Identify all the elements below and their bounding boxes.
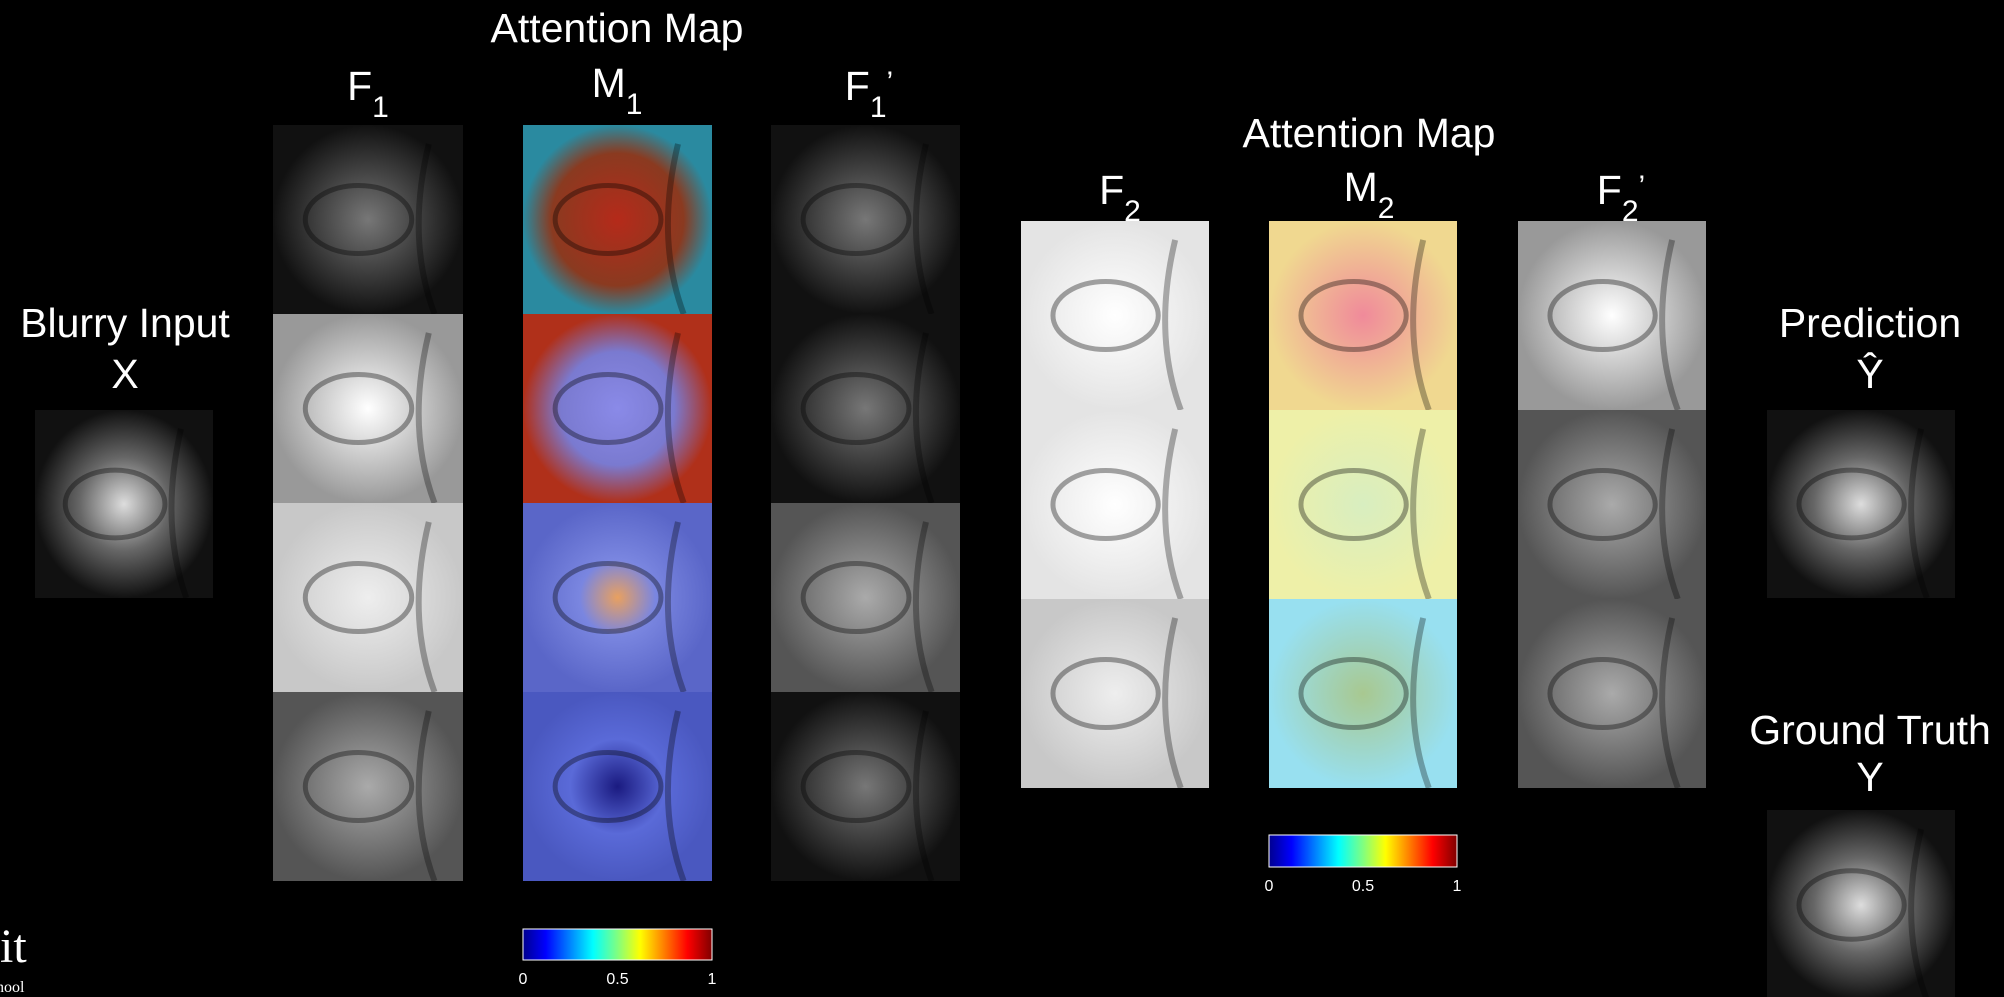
f2p-tile bbox=[1518, 599, 1706, 788]
f2p-tile-bg bbox=[1518, 410, 1706, 599]
f2p-tile-bg bbox=[1518, 599, 1706, 788]
prediction-title-part: Prediction bbox=[1779, 300, 1961, 346]
m1-tile bbox=[523, 692, 712, 881]
prediction-title: Prediction bbox=[1779, 300, 1961, 346]
colorbar-tick: 0.5 bbox=[606, 971, 628, 988]
m1-tile bbox=[523, 125, 712, 314]
f2p-label-part: ’ bbox=[1639, 170, 1646, 203]
m2-label-part: 2 bbox=[1378, 192, 1395, 225]
f1-tile bbox=[273, 692, 463, 881]
f1p-tile bbox=[771, 125, 960, 314]
f2-tile-bg bbox=[1021, 599, 1209, 788]
f2-label: F2 bbox=[1099, 167, 1141, 228]
input-symbol: X bbox=[111, 351, 138, 397]
f1p-label-part: F bbox=[845, 63, 870, 109]
f2-tile-bg bbox=[1021, 410, 1209, 599]
input-image-bg bbox=[35, 410, 213, 598]
f1p-tile-bg bbox=[771, 125, 960, 314]
prediction-symbol: Ŷ bbox=[1856, 351, 1883, 397]
m2-tile-bg bbox=[1269, 221, 1457, 410]
f2p-tile bbox=[1518, 410, 1706, 599]
f1-tile-bg bbox=[273, 503, 463, 692]
m1-tile-bg bbox=[523, 125, 712, 314]
m2-label: M2 bbox=[1344, 164, 1395, 225]
m1-tile bbox=[523, 503, 712, 692]
m1-tile-bg bbox=[523, 314, 712, 503]
m2-tile bbox=[1269, 410, 1457, 599]
f1-tile-bg bbox=[273, 314, 463, 503]
m2-tile-bg bbox=[1269, 410, 1457, 599]
input-title-part: Blurry Input bbox=[20, 300, 230, 346]
f1-tile bbox=[273, 125, 463, 314]
f1p-label-part: 1 bbox=[870, 91, 887, 124]
m2-tile-bg bbox=[1269, 599, 1457, 788]
m2-label-part: M bbox=[1344, 164, 1378, 210]
ground-truth-title-part: Ground Truth bbox=[1749, 707, 1991, 753]
input-image bbox=[35, 410, 213, 598]
logo-text: it bbox=[0, 920, 27, 973]
f1-tile bbox=[273, 503, 463, 692]
f1p-tile bbox=[771, 503, 960, 692]
m1-title-part: Attention Map bbox=[491, 5, 744, 51]
m2-tile bbox=[1269, 599, 1457, 788]
ground-truth-symbol-part: Y bbox=[1856, 754, 1883, 800]
f1-label-part: F bbox=[347, 63, 372, 109]
f1p-tile-bg bbox=[771, 692, 960, 881]
m2-title: Attention Map bbox=[1243, 110, 1496, 156]
input-symbol-part: X bbox=[111, 351, 138, 397]
prediction-symbol-part: Ŷ bbox=[1856, 351, 1883, 397]
f2-label-part: F bbox=[1099, 167, 1124, 213]
f1p-tile-bg bbox=[771, 503, 960, 692]
f1p-tile bbox=[771, 692, 960, 881]
colorbar-tick: 0.5 bbox=[1352, 878, 1374, 895]
input-title: Blurry Input bbox=[20, 300, 230, 346]
colorbar bbox=[1269, 835, 1457, 867]
f1-tile-bg bbox=[273, 692, 463, 881]
f2p-label: F2’ bbox=[1597, 167, 1645, 228]
f2-tile bbox=[1021, 410, 1209, 599]
colorbar-tick: 1 bbox=[1453, 878, 1462, 895]
f1-tile bbox=[273, 314, 463, 503]
figure: Blurry InputXF1Attention MapM1F1’00.51At… bbox=[0, 0, 2004, 997]
f1-tile-bg bbox=[273, 125, 463, 314]
f1p-label-part: ’ bbox=[887, 66, 894, 99]
colorbar-tick: 1 bbox=[708, 971, 717, 988]
m1-label: M1 bbox=[592, 60, 643, 121]
ground-truth-image-bg bbox=[1767, 810, 1955, 997]
colorbar-tick: 0 bbox=[519, 971, 528, 988]
f1p-tile-bg bbox=[771, 314, 960, 503]
f2p-tile bbox=[1518, 221, 1706, 410]
m1-title: Attention Map bbox=[491, 5, 744, 51]
ground-truth-image bbox=[1767, 810, 1955, 997]
m1-tile-bg bbox=[523, 692, 712, 881]
f2-tile bbox=[1021, 221, 1209, 410]
m1-tile-bg bbox=[523, 503, 712, 692]
m1-tile bbox=[523, 314, 712, 503]
ground-truth-symbol: Y bbox=[1856, 754, 1883, 800]
colorbar bbox=[523, 929, 712, 960]
f1-label-part: 1 bbox=[372, 91, 389, 124]
logo-subtext: hool bbox=[0, 979, 25, 996]
ground-truth-title: Ground Truth bbox=[1749, 707, 1991, 753]
m2-title-part: Attention Map bbox=[1243, 110, 1496, 156]
f1p-label: F1’ bbox=[845, 63, 893, 124]
f2-tile-bg bbox=[1021, 221, 1209, 410]
f1p-tile bbox=[771, 314, 960, 503]
m2-tile bbox=[1269, 221, 1457, 410]
m1-label-part: M bbox=[592, 60, 626, 106]
m1-label-part: 1 bbox=[626, 88, 643, 121]
colorbar-tick: 0 bbox=[1265, 878, 1274, 895]
f1-label: F1 bbox=[347, 63, 389, 124]
prediction-image bbox=[1767, 410, 1955, 598]
f2p-tile-bg bbox=[1518, 221, 1706, 410]
f2p-label-part: F bbox=[1597, 167, 1622, 213]
f2-tile bbox=[1021, 599, 1209, 788]
prediction-image-bg bbox=[1767, 410, 1955, 598]
